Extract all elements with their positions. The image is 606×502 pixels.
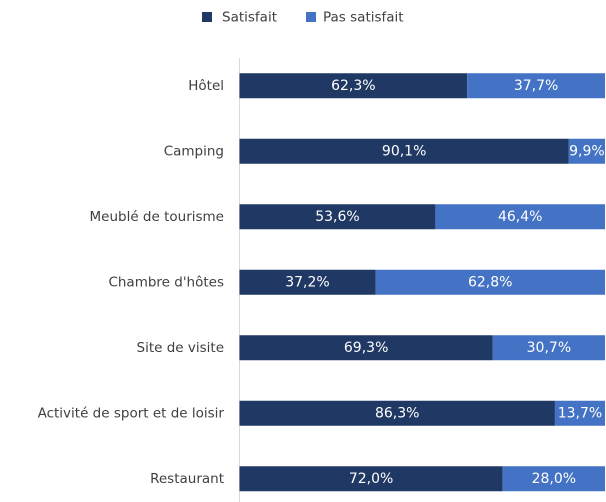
legend-label: Satisfait (222, 10, 277, 26)
bar-segment (502, 466, 605, 492)
bar-segment (239, 400, 555, 426)
bar-segment (467, 73, 605, 99)
data-label: 37,2% (285, 274, 329, 290)
data-label: 90,1% (382, 143, 426, 159)
data-label: 30,7% (527, 340, 571, 356)
y-tick-label: Camping (164, 143, 224, 159)
bar-segment (239, 335, 493, 361)
y-tick-label: Chambre d'hôtes (108, 274, 224, 290)
bar-segment (239, 73, 468, 99)
y-tick-label: Meublé de tourisme (90, 209, 225, 225)
data-label: 46,4% (498, 209, 542, 225)
bar-segment (554, 400, 605, 426)
data-label: 86,3% (375, 405, 419, 421)
bar-segment (435, 204, 605, 230)
data-label: 62,3% (331, 78, 375, 94)
data-label: 69,3% (344, 340, 388, 356)
data-label: 37,7% (514, 78, 558, 94)
bar-segment (239, 466, 503, 492)
y-tick-label: Activité de sport et de loisir (38, 405, 225, 421)
data-label: 13,7% (558, 405, 602, 421)
legend-label: Pas satisfait (323, 10, 404, 26)
data-label: 9,9% (569, 143, 605, 159)
data-label: 72,0% (349, 471, 393, 487)
bar-segment (375, 269, 605, 295)
y-tick-label: Site de visite (137, 340, 225, 356)
legend-swatch (306, 12, 316, 22)
y-tick-label: Restaurant (150, 471, 224, 487)
y-tick-label: Hôtel (188, 78, 224, 94)
legend-swatch (202, 12, 212, 22)
bar-segment (239, 138, 569, 164)
bar-segment (492, 335, 605, 361)
data-label: 62,8% (468, 274, 512, 290)
data-label: 28,0% (532, 471, 576, 487)
bar-segment (568, 138, 605, 164)
data-label: 53,6% (315, 209, 359, 225)
bar-segment (239, 269, 376, 295)
bar-segment (239, 204, 436, 230)
